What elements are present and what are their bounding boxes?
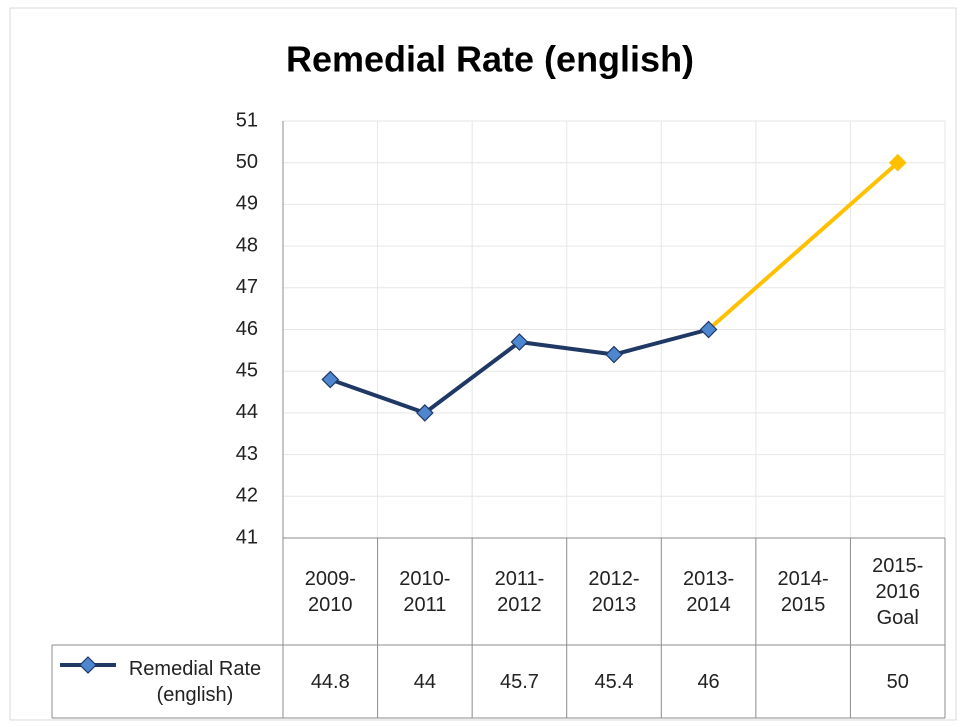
data-table-value-text: 45.4 [594, 670, 634, 693]
marker [321, 370, 340, 389]
data-table-value: 50 [850, 645, 945, 718]
marker [416, 404, 434, 422]
x-tick-label-text: 2014-2015 [777, 567, 829, 616]
y-tick-label: 50 [236, 151, 258, 173]
data-table-value: 44 [378, 645, 473, 718]
data-table-value-text: 45.7 [499, 670, 539, 693]
y-tick-label: 41 [236, 526, 258, 548]
data-table-value-text: 46 [697, 670, 720, 693]
goal-line [707, 161, 900, 332]
legend-marker [79, 656, 97, 674]
marker [699, 320, 718, 339]
data-table-value-text: 50 [886, 670, 909, 693]
y-tick-label: 43 [236, 443, 258, 465]
x-tick-label: 2015-2016 Goal [850, 538, 945, 645]
legend-entry: Remedial Rate (english) [52, 645, 283, 718]
y-tick-label: 49 [236, 193, 258, 215]
chart-border [9, 7, 957, 721]
chart-title: Remedial Rate (english) [286, 39, 694, 80]
data-table-value: 45.4 [567, 645, 662, 718]
data-table-value-text: 44 [413, 670, 436, 693]
x-tick-label-text: 2013-2014 [682, 567, 735, 616]
data-table-value: 46 [661, 645, 756, 718]
x-tick-label: 2009-2010 [283, 538, 378, 645]
y-tick-label: 44 [236, 401, 258, 423]
y-tick-label: 46 [236, 318, 258, 340]
x-tick-label-text: 2015-2016 Goal [872, 554, 924, 629]
y-tick-label: 51 [236, 109, 258, 131]
marker [510, 333, 529, 351]
x-tick-label: 2011-2012 [472, 538, 567, 645]
goal-marker [888, 153, 907, 172]
data-table-value-text: 44.8 [310, 670, 350, 693]
y-tick-label: 48 [236, 234, 258, 256]
x-tick-label: 2013-2014 [661, 538, 756, 645]
x-tick-label-text: 2010-2011 [399, 567, 451, 616]
x-tick-label: 2014-2015 [756, 538, 851, 645]
x-tick-label-text: 2012-2013 [588, 567, 640, 616]
legend-entry-text: Remedial Rate (english) [128, 657, 262, 706]
data-table-value: 45.7 [472, 645, 567, 718]
marker [605, 345, 623, 364]
y-tick-label: 45 [236, 359, 258, 381]
data-table-value: 44.8 [283, 645, 378, 718]
y-tick-label: 42 [236, 485, 258, 507]
x-tick-label-text: 2011-2012 [494, 567, 545, 616]
x-tick-label: 2012-2013 [567, 538, 662, 645]
y-tick-label: 47 [236, 276, 258, 298]
x-tick-label: 2010-2011 [378, 538, 473, 645]
x-tick-label-text: 2009-2010 [304, 567, 356, 616]
